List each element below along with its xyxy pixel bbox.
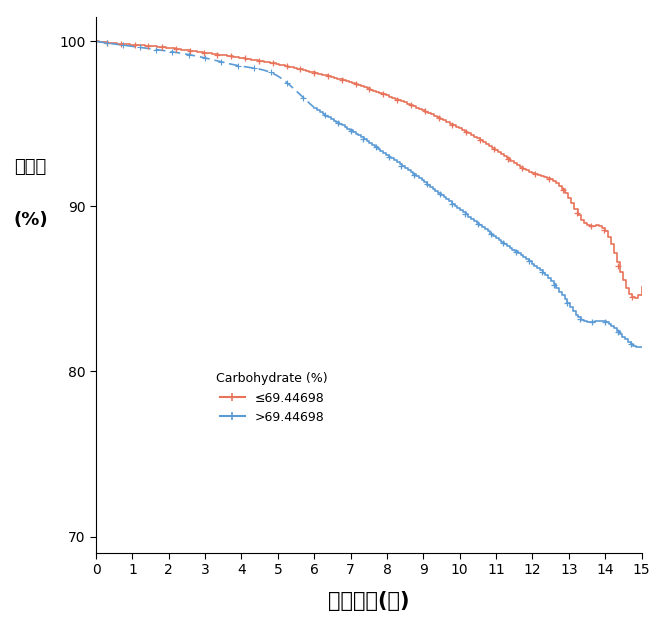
X-axis label: 생존기간(년): 생존기간(년): [328, 592, 410, 611]
Text: 생존율: 생존율: [15, 158, 47, 176]
Legend: ≤69.44698, >69.44698: ≤69.44698, >69.44698: [211, 367, 333, 429]
Text: (%): (%): [13, 212, 48, 229]
